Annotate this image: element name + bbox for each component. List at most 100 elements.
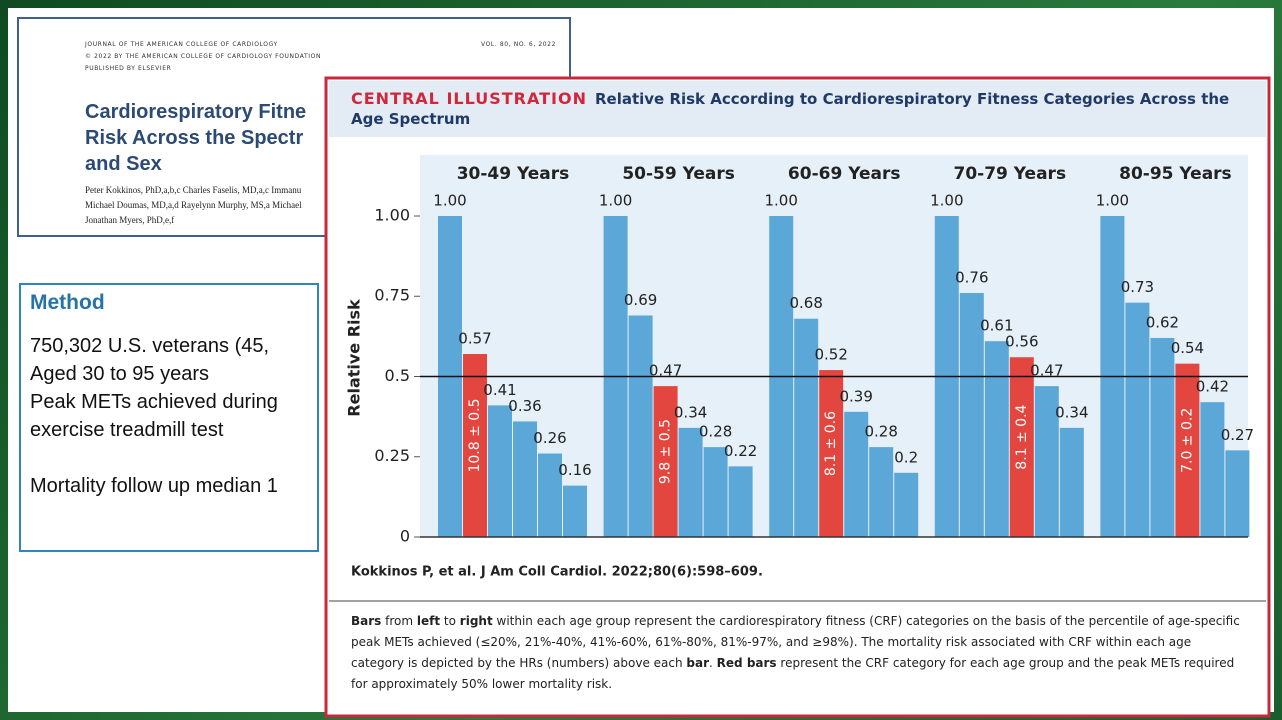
chart-label: CENTRAL ILLUSTRATION xyxy=(351,89,587,108)
y-tick-label: 0.25 xyxy=(374,446,410,465)
bar xyxy=(463,354,487,537)
value-label: 1.00 xyxy=(764,191,797,209)
caption-run: bar xyxy=(686,656,710,670)
group-label: 50-59 Years xyxy=(622,164,735,184)
y-tick-label: 1.00 xyxy=(374,205,410,224)
bar xyxy=(869,447,894,537)
value-label: 0.61 xyxy=(980,317,1013,335)
method-line: exercise treadmill test xyxy=(30,419,224,441)
bar xyxy=(703,447,728,537)
caption-run: from xyxy=(381,614,417,628)
value-label: 0.42 xyxy=(1196,378,1229,396)
bar-annotation: 7.0 ± 0.2 xyxy=(1179,408,1195,473)
bar-annotation: 10.8 ± 0.5 xyxy=(467,398,483,472)
bar xyxy=(1225,450,1250,537)
value-label: 0.28 xyxy=(864,423,897,441)
bar xyxy=(1034,386,1059,537)
bar xyxy=(628,315,653,537)
y-tick-label: 0 xyxy=(400,527,410,546)
chart-header: CENTRAL ILLUSTRATION Relative Risk Accord… xyxy=(351,89,1241,129)
value-label: 0.69 xyxy=(624,291,657,309)
value-label: 0.56 xyxy=(1005,333,1038,351)
value-label: 0.57 xyxy=(458,330,491,348)
group-label: 30-49 Years xyxy=(457,164,570,184)
copyright: © 2022 BY THE AMERICAN COLLEGE OF CARDIO… xyxy=(85,53,322,60)
bar xyxy=(563,485,587,537)
caption-run: Bars xyxy=(351,614,382,628)
caption: Bars from left to right within each age … xyxy=(351,611,1246,695)
bar xyxy=(653,386,678,537)
value-label: 0.26 xyxy=(533,429,566,447)
caption-run: to xyxy=(440,614,460,628)
method-body: 750,302 U.S. veterans (45, Aged 30 to 95 … xyxy=(30,332,278,500)
value-label: 1.00 xyxy=(433,191,466,209)
caption-run: right xyxy=(459,614,493,628)
paper-authors: Peter Kokkinos, PhD,a,b,c Charles Faseli… xyxy=(85,183,302,228)
caption-run: represent the CRF category for each age … xyxy=(351,656,1235,691)
method-line: Aged 30 to 95 years xyxy=(30,363,210,385)
bar xyxy=(678,427,703,537)
header-band xyxy=(329,81,1266,137)
value-label: 0.34 xyxy=(674,403,707,421)
caption-run: Red bars xyxy=(716,656,777,670)
bar xyxy=(984,341,1009,537)
method-line: Peak METs achieved during xyxy=(30,391,278,413)
publisher: PUBLISHED BY ELSEVIER xyxy=(85,65,172,72)
author-line: Peter Kokkinos, PhD,a,b,c Charles Faseli… xyxy=(85,185,302,195)
group-label: 60-69 Years xyxy=(788,164,901,184)
y-tick-label: 0.5 xyxy=(385,366,410,385)
method-line: Mortality follow up median 1 xyxy=(30,475,278,497)
bar xyxy=(1125,302,1150,537)
volume: VOL. 80, NO. 6, 2022 xyxy=(481,41,557,48)
caption-run: left xyxy=(416,614,441,628)
bar xyxy=(1059,427,1084,537)
author-line: Jonathan Myers, PhD,e,f xyxy=(85,215,175,225)
paper-title: Cardiorespiratory Fitne Risk Across the S… xyxy=(85,99,306,177)
paper-title-line: Cardiorespiratory Fitne xyxy=(85,101,307,123)
method-paragraph: 750,302 U.S. veterans (45, Aged 30 to 95 … xyxy=(30,332,278,444)
value-label: 0.52 xyxy=(814,346,847,364)
value-label: 0.73 xyxy=(1121,278,1154,296)
journal: JOURNAL OF THE AMERICAN COLLEGE OF CARDI… xyxy=(85,41,278,48)
method-line: 750,302 U.S. veterans (45, xyxy=(30,335,270,357)
value-label: 0.41 xyxy=(483,381,516,399)
value-label: 0.54 xyxy=(1171,339,1204,357)
y-tick-label: 0.75 xyxy=(374,286,410,305)
bar xyxy=(1009,357,1034,537)
value-label: 0.16 xyxy=(558,461,591,479)
bar xyxy=(794,318,819,537)
bar xyxy=(1150,337,1175,537)
bar xyxy=(959,293,984,537)
author-line: Michael Doumas, MD,a,d Rayelynn Murphy, … xyxy=(85,200,302,210)
paper-title-line: and Sex xyxy=(85,153,162,175)
value-label: 0.47 xyxy=(1030,362,1063,380)
caption-run: within each age group represent the card… xyxy=(351,614,1240,670)
method-card: Method 750,302 U.S. veterans (45, Aged 30… xyxy=(19,283,319,552)
bar xyxy=(1175,363,1200,537)
caption-run: . xyxy=(709,656,717,670)
value-label: 0.36 xyxy=(508,397,541,415)
value-label: 0.28 xyxy=(699,423,732,441)
paper-title-line: Risk Across the Spectr xyxy=(85,127,304,149)
value-label: 0.39 xyxy=(839,387,872,405)
bar xyxy=(488,405,512,537)
bar-annotation: 9.8 ± 0.5 xyxy=(658,419,674,484)
method-heading: Method xyxy=(30,291,105,314)
value-label: 0.22 xyxy=(724,442,757,460)
source: Kokkinos P, et al. J Am Coll Cardiol. 20… xyxy=(351,565,763,580)
bar xyxy=(819,370,844,537)
value-label: 0.76 xyxy=(955,269,988,287)
bar xyxy=(844,411,869,537)
bar-annotation: 8.1 ± 0.4 xyxy=(1014,404,1030,469)
bar xyxy=(513,421,537,537)
bar xyxy=(894,472,919,537)
bar-annotation: 8.1 ± 0.6 xyxy=(823,411,839,476)
value-label: 1.00 xyxy=(1096,191,1129,209)
value-label: 0.47 xyxy=(649,362,682,380)
method-paragraph: Mortality follow up median 1 xyxy=(30,472,278,500)
bar xyxy=(538,453,562,537)
chart-title: Relative Risk According to Cardiorespira… xyxy=(351,90,1230,128)
bar xyxy=(1200,402,1225,537)
y-axis-label: Relative Risk xyxy=(345,299,364,417)
